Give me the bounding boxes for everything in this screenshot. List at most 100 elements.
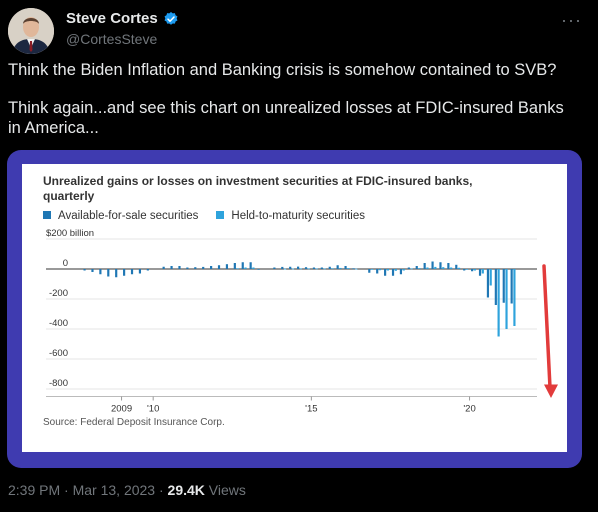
bar-afs: [83, 269, 86, 271]
bar-htm: [252, 267, 255, 269]
bar-afs: [328, 266, 331, 269]
chart-title: Unrealized gains or losses on investment…: [43, 174, 473, 203]
bar-htm: [236, 268, 239, 270]
tweet-date[interactable]: Mar 13, 2023: [72, 482, 156, 498]
y-tick-label: -200: [49, 288, 68, 299]
x-tick-label: '15: [305, 404, 317, 415]
bar-afs: [281, 266, 284, 269]
ellipsis-icon[interactable]: ···: [561, 10, 582, 30]
views-label: Views: [208, 482, 246, 498]
bar-afs: [233, 263, 236, 269]
bar-afs: [297, 266, 300, 269]
tweet-footer: 2:39 PM · Mar 13, 2023 · 29.4K Views: [8, 482, 246, 498]
bar-afs: [431, 261, 434, 269]
bar-htm: [307, 268, 310, 270]
bar-afs: [471, 269, 474, 272]
bar-afs: [510, 269, 513, 304]
bar-afs: [170, 266, 173, 269]
author-handle[interactable]: @CortesSteve: [66, 31, 158, 47]
verified-badge-icon: [164, 11, 178, 25]
bar-htm: [497, 269, 500, 337]
bar-afs: [312, 267, 316, 269]
author-name-row[interactable]: Steve Cortes: [66, 10, 179, 27]
bar-afs: [99, 269, 102, 275]
y-tick-label: -400: [49, 318, 68, 329]
bar-htm: [450, 267, 453, 269]
bar-afs: [178, 266, 181, 269]
bar-htm: [481, 269, 484, 274]
bar-afs: [478, 269, 482, 276]
bar-htm: [339, 267, 342, 269]
bar-htm: [410, 268, 413, 270]
bar-afs: [257, 269, 260, 270]
bar-afs: [194, 267, 197, 269]
bar-afs: [368, 269, 371, 273]
bar-afs: [463, 269, 466, 271]
bar-htm: [244, 267, 247, 269]
tweet-line-2: Think again...and see this chart on unre…: [8, 99, 564, 137]
legend-swatch-afs: [43, 211, 51, 219]
legend-item-htm: Held-to-maturity securities: [216, 210, 365, 222]
bar-htm: [291, 268, 295, 270]
y-tick-label: 0: [63, 258, 68, 269]
separator-dot: ·: [64, 482, 69, 498]
bar-htm: [299, 268, 302, 270]
bar-afs: [447, 263, 450, 269]
bar-afs: [399, 269, 403, 275]
bar-htm: [402, 269, 405, 271]
bar-afs: [123, 269, 126, 276]
bar-afs: [304, 267, 308, 269]
bar-afs: [146, 269, 149, 271]
bar-afs: [391, 269, 395, 276]
bar-afs: [455, 264, 458, 269]
bar-htm: [347, 268, 350, 269]
legend-swatch-htm: [216, 211, 225, 219]
y-axis-top-label: $200 billion: [46, 228, 94, 239]
chart-source: Source: Federal Deposit Insurance Corp.: [43, 417, 225, 428]
bar-afs: [336, 265, 339, 269]
bar-afs: [225, 264, 229, 269]
bar-afs: [439, 262, 442, 269]
bar-afs: [423, 263, 426, 269]
bar-afs: [502, 269, 505, 303]
legend-label-htm: Held-to-maturity securities: [231, 210, 365, 222]
bar-afs: [415, 266, 418, 269]
bar-afs: [494, 269, 497, 305]
bar-afs: [289, 266, 292, 269]
bar-afs: [320, 267, 323, 269]
red-arrow-head-icon: [544, 384, 558, 398]
bar-htm: [378, 269, 382, 271]
author-name[interactable]: Steve Cortes: [66, 10, 158, 27]
chart-image[interactable]: Unrealized gains or losses on investment…: [22, 164, 567, 452]
bar-htm: [355, 268, 358, 270]
bar-afs: [344, 266, 347, 269]
bar-afs: [107, 269, 110, 277]
bar-afs: [241, 262, 244, 269]
avatar[interactable]: [8, 8, 54, 54]
views-count: 29.4K: [167, 482, 205, 498]
bar-afs: [486, 269, 490, 298]
bar-htm: [442, 267, 445, 269]
legend-label-afs: Available-for-sale securities: [58, 210, 199, 222]
separator-dot: ·: [158, 482, 164, 498]
bar-htm: [505, 269, 508, 329]
bar-afs: [407, 267, 410, 269]
bar-htm: [394, 269, 397, 271]
bar-afs: [202, 266, 205, 269]
red-arrow-shaft: [542, 264, 552, 390]
bar-afs: [249, 262, 252, 269]
bar-htm: [426, 267, 429, 269]
bar-afs: [115, 269, 118, 278]
bar-afs: [210, 266, 213, 269]
bar-htm: [370, 269, 374, 270]
tweet-time[interactable]: 2:39 PM: [8, 482, 61, 498]
chart-legend: Available-for-sale securities Held-to-ma…: [43, 210, 365, 222]
x-tick-label: '20: [463, 404, 475, 415]
bar-afs: [273, 267, 276, 269]
tweet-text: Think the Biden Inflation and Banking cr…: [8, 60, 578, 156]
x-tick-label: '10: [147, 404, 159, 415]
y-tick-label: -800: [49, 378, 68, 389]
bar-htm: [418, 268, 421, 269]
bar-afs: [186, 267, 189, 269]
bar-htm: [386, 269, 389, 271]
